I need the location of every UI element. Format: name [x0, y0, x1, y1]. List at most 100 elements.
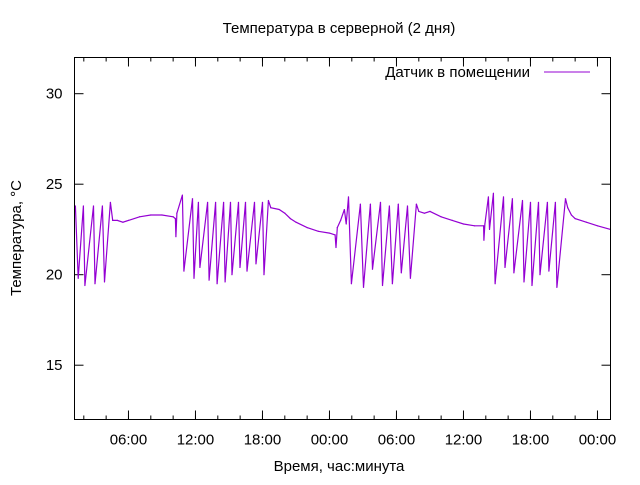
data-point [284, 212, 286, 214]
data-point [255, 263, 257, 265]
data-point [116, 219, 118, 221]
data-point [462, 223, 465, 225]
data-point [537, 201, 540, 203]
x-axis-label: Время, час:минута [274, 458, 405, 475]
data-point [94, 283, 96, 285]
data-point [381, 284, 384, 287]
data-point [409, 277, 412, 279]
x-tick-label: 18:00 [244, 432, 282, 449]
data-point [216, 283, 218, 285]
y-tick-label: 20 [46, 267, 63, 284]
data-point [231, 274, 233, 276]
x-tick-label: 00:00 [311, 432, 349, 449]
data-point [546, 201, 549, 203]
data-point [103, 281, 106, 283]
data-point [440, 216, 442, 218]
data-point [564, 198, 567, 200]
data-point [570, 214, 573, 216]
data-point [176, 212, 178, 214]
data-point [369, 203, 372, 205]
data-point [406, 205, 409, 207]
data-point [197, 201, 200, 203]
data-point [539, 274, 541, 276]
data-point [379, 201, 382, 203]
data-point [391, 283, 393, 285]
data-point [429, 210, 431, 212]
data-point [172, 216, 174, 218]
data-point [183, 270, 185, 272]
data-point [415, 203, 417, 205]
x-tick-label: 00:00 [579, 432, 617, 449]
data-point [350, 283, 353, 285]
data-point [191, 198, 194, 200]
data-point [554, 201, 557, 203]
data-point [263, 274, 265, 276]
data-point [244, 201, 247, 203]
data-point [574, 217, 576, 220]
data-point [127, 219, 130, 221]
y-axis-label: Температура, °C [8, 180, 25, 296]
data-point [362, 286, 365, 288]
data-point [193, 277, 195, 279]
data-point [451, 219, 453, 221]
data-point [289, 217, 291, 220]
data-point [278, 208, 280, 211]
data-point [334, 234, 336, 236]
data-point [347, 196, 350, 198]
data-point [371, 268, 374, 270]
data-point [529, 201, 532, 203]
data-point [239, 266, 241, 269]
data-point [229, 201, 232, 203]
data-point [74, 205, 77, 207]
data-point [161, 214, 163, 216]
x-tick-label: 06:00 [378, 432, 416, 449]
x-tick-label: 12:00 [177, 432, 215, 449]
data-point [150, 214, 152, 216]
data-point [567, 207, 569, 209]
data-point [345, 223, 347, 225]
series-line [73, 193, 611, 288]
data-point [397, 203, 399, 205]
data-point [418, 210, 420, 212]
x-tick-label: 18:00 [512, 432, 550, 449]
data-point [224, 281, 226, 283]
data-point [523, 281, 525, 283]
data-point [596, 225, 599, 227]
data-point [246, 270, 248, 272]
data-point [483, 239, 485, 241]
data-point [261, 201, 264, 203]
data-point [139, 216, 141, 218]
chart-title: Температура в серверной (2 дня) [223, 20, 456, 37]
data-point [484, 223, 486, 225]
data-point [199, 266, 201, 269]
data-point [556, 286, 558, 288]
data-point [253, 201, 256, 203]
data-point [84, 284, 86, 287]
data-point [343, 208, 345, 211]
data-point [270, 207, 272, 209]
series-layer [73, 192, 612, 288]
data-point [214, 201, 217, 203]
data-point [502, 196, 505, 198]
data-point [175, 236, 177, 238]
data-point [206, 201, 209, 203]
data-point [208, 279, 210, 281]
data-point [101, 205, 104, 207]
legend-label: Датчик в помещении [385, 64, 530, 81]
data-point [531, 284, 533, 287]
data-point [222, 201, 225, 203]
data-point [335, 246, 337, 249]
x-tick-label: 06:00 [110, 432, 148, 449]
data-point [77, 277, 79, 279]
data-point [112, 219, 114, 221]
data-point [181, 194, 184, 196]
data-point [548, 270, 550, 272]
data-point [340, 219, 342, 221]
data-point [295, 221, 297, 223]
data-point [487, 196, 490, 198]
data-point [585, 221, 587, 223]
data-point [513, 272, 515, 274]
plot-frame [74, 57, 611, 420]
data-point [267, 199, 270, 202]
